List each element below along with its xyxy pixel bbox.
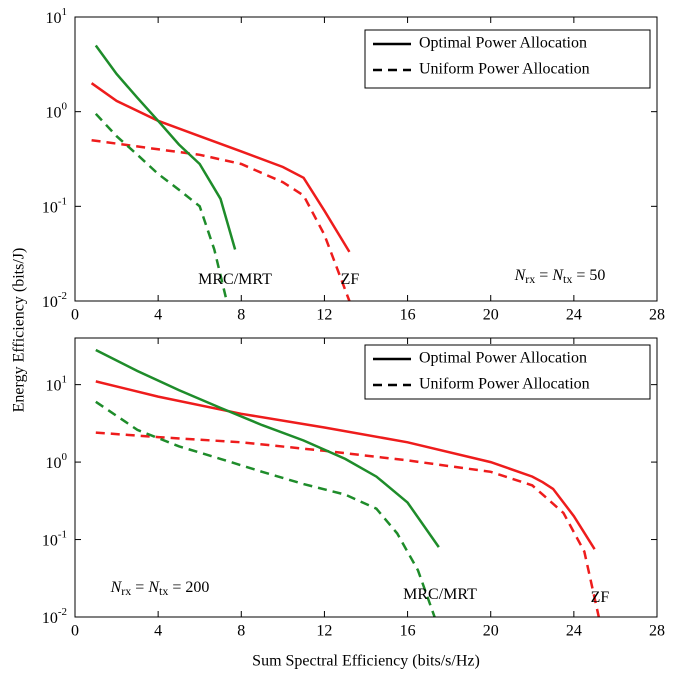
y-tick-label: 10-1	[42, 528, 67, 549]
data-line	[95, 348, 440, 548]
x-tick-label: 28	[649, 623, 665, 640]
legend-box	[364, 29, 651, 89]
data-line	[94, 112, 228, 301]
legend-box	[364, 344, 651, 400]
plot-frame	[74, 16, 658, 302]
data-line	[90, 82, 351, 253]
annotation: ZF	[341, 271, 360, 288]
y-tick-label: 101	[46, 373, 68, 394]
x-tick-label: 8	[237, 623, 245, 640]
x-tick-label: 20	[483, 623, 499, 640]
data-line	[94, 44, 237, 250]
data-line	[95, 400, 436, 617]
x-tick-label: 20	[483, 307, 499, 324]
y-tick-label: 100	[46, 451, 68, 472]
y-axis-label: Energy Efficiency (bits/J)	[11, 248, 28, 413]
legend-label: Optimal Power Allocation	[419, 350, 587, 367]
legend-label: Uniform Power Allocation	[419, 61, 590, 78]
annotation: ZF	[591, 589, 610, 606]
annotation: MRC/MRT	[198, 271, 272, 288]
y-tick-label: 10-1	[42, 195, 67, 216]
x-axis-label: Sum Spectral Efficiency (bits/s/Hz)	[252, 653, 480, 670]
data-line	[95, 380, 596, 550]
y-tick-label: 10-2	[42, 290, 67, 311]
x-tick-label: 16	[400, 307, 416, 324]
x-tick-label: 4	[154, 623, 162, 640]
x-tick-label: 8	[237, 307, 245, 324]
plot-frame	[74, 337, 658, 618]
x-tick-label: 0	[71, 623, 79, 640]
annotation: Nrx = Ntx = 200	[110, 579, 210, 598]
x-tick-label: 12	[316, 307, 332, 324]
x-tick-label: 28	[649, 307, 665, 324]
annotation: MRC/MRT	[403, 586, 477, 603]
x-tick-label: 24	[566, 307, 582, 324]
x-tick-label: 4	[154, 307, 162, 324]
x-tick-label: 24	[566, 623, 582, 640]
legend-label: Optimal Power Allocation	[419, 35, 587, 52]
annotation: Nrx = Ntx = 50	[514, 267, 606, 286]
data-line	[95, 431, 601, 617]
y-tick-label: 101	[46, 6, 68, 27]
x-tick-label: 0	[71, 307, 79, 324]
legend-label: Uniform Power Allocation	[419, 376, 590, 393]
y-tick-label: 10-2	[42, 606, 67, 627]
x-tick-label: 16	[400, 623, 416, 640]
y-tick-label: 100	[46, 100, 68, 121]
x-tick-label: 12	[316, 623, 332, 640]
data-line	[91, 138, 351, 301]
